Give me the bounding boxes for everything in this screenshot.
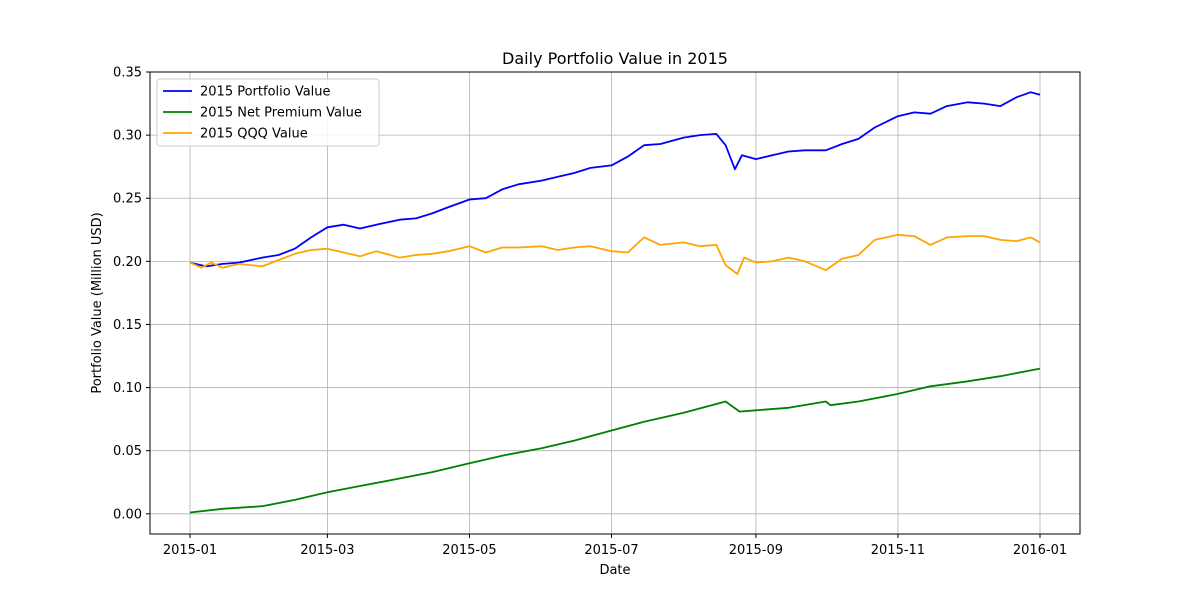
y-tick-label: 0.35 [113, 66, 142, 81]
x-axis: 2015-01 2015-03 2015-05 2015-07 2015-09 2015-… [163, 534, 1067, 558]
y-tick-label: 0.05 [113, 444, 142, 459]
y-tick-label: 0.20 [113, 255, 142, 270]
x-axis-label: Date [599, 563, 630, 578]
y-axis: 0.00 0.05 0.10 0.15 0.20 0.25 0.30 0.35 [113, 66, 150, 522]
x-tick-label: 2015-11 [871, 543, 925, 558]
legend-label: 2015 Portfolio Value [200, 85, 331, 100]
x-tick-label: 2015-05 [442, 543, 496, 558]
chart-title: Daily Portfolio Value in 2015 [502, 49, 728, 68]
x-tick-label: 2015-01 [163, 543, 217, 558]
series-line-2015-net-premium-value [189, 367, 1041, 514]
x-tick-label: 2015-07 [584, 543, 638, 558]
series-layer [189, 91, 1041, 514]
y-tick-label: 0.30 [113, 129, 142, 144]
y-tick-label: 0.10 [113, 381, 142, 396]
y-tick-label: 0.00 [113, 507, 142, 522]
legend-box [156, 78, 380, 147]
legend-label: 2015 QQQ Value [200, 127, 308, 142]
series-line-2015-portfolio-value [189, 91, 1041, 268]
y-tick-label: 0.15 [113, 318, 142, 333]
x-tick-label: 2016-01 [1013, 543, 1067, 558]
plot-frame [149, 71, 1081, 535]
legend: 2015 Portfolio Value 2015 Net Premium Val… [156, 78, 380, 147]
x-tick-label: 2015-03 [300, 543, 354, 558]
x-tick-label: 2015-09 [729, 543, 783, 558]
y-axis-label: Portfolio Value (Million USD) [90, 212, 105, 393]
y-tick-label: 0.25 [113, 192, 142, 207]
legend-label: 2015 Net Premium Value [200, 106, 362, 121]
series-line-2015-qqq-value [189, 233, 1041, 275]
